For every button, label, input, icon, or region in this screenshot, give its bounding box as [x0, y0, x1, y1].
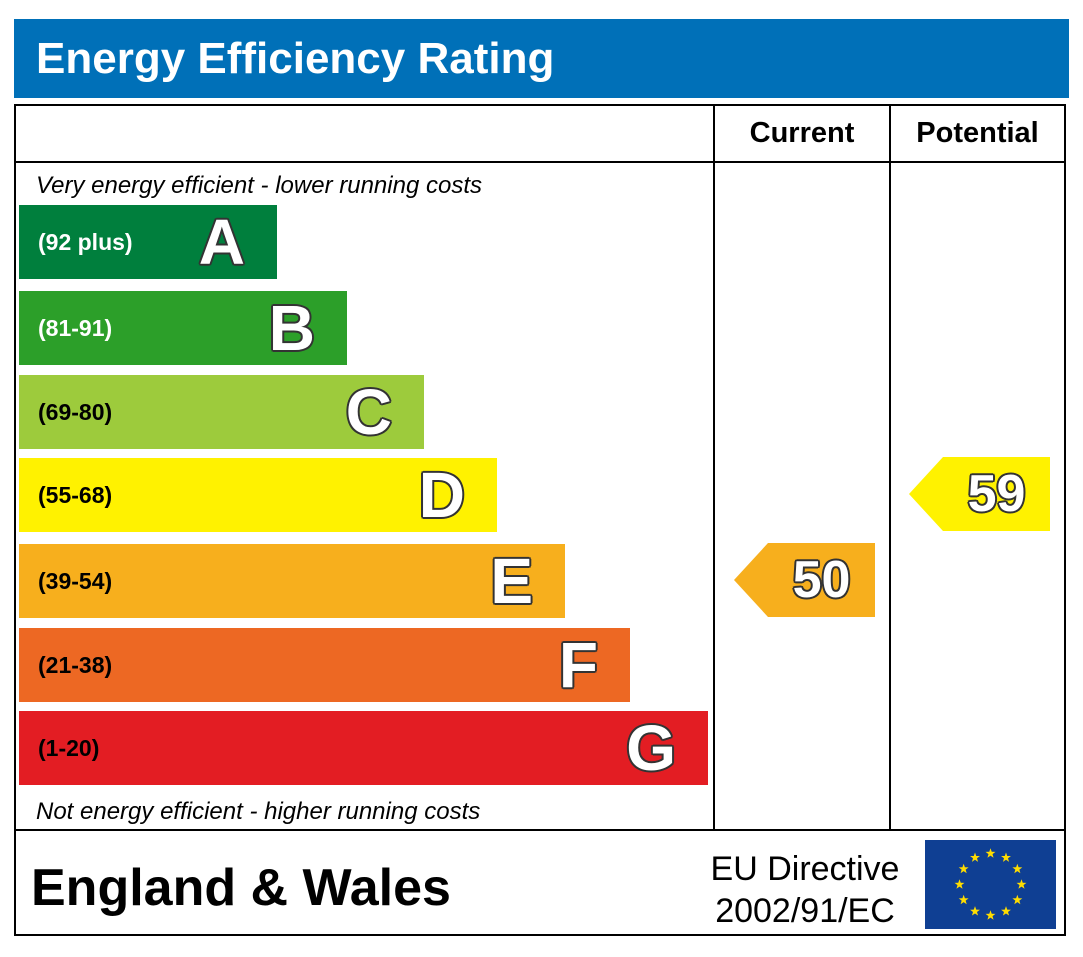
potential-rating-value: 59 [967, 465, 1026, 523]
band-letter: E [490, 545, 533, 617]
star-icon [985, 910, 996, 920]
band-letter: D [418, 459, 465, 531]
band-range-label: (81-91) [38, 315, 113, 341]
efficient-note: Very energy efficient - lower running co… [36, 172, 482, 199]
frame-top [14, 104, 1066, 106]
star-icon [985, 848, 996, 858]
star-icon [958, 863, 969, 874]
band-c: (69-80) C [19, 375, 424, 449]
band-b: (81-91) B [19, 291, 347, 365]
band-g: (1-20) G [19, 711, 708, 785]
potential-rating-arrow [909, 457, 1050, 531]
band-range-label: (69-80) [38, 399, 113, 425]
star-icon [1001, 906, 1011, 916]
potential-column-header: Potential [916, 117, 1039, 149]
directive-line-1: EU Directive [710, 850, 900, 888]
eu-directive: EU Directive 2002/91/EC [695, 848, 915, 932]
band-a: (92 plus) A [19, 205, 277, 279]
header-bar: Energy Efficiency Rating [14, 19, 1069, 98]
star-icon [958, 894, 969, 905]
band-e: (39-54) E [19, 544, 565, 618]
chart-title: Energy Efficiency Rating [36, 34, 555, 83]
band-f: (21-38) F [19, 628, 630, 702]
header-divider [14, 161, 1066, 163]
band-range-label: (21-38) [38, 652, 113, 678]
band-d: (55-68) D [19, 458, 497, 532]
current-column-header: Current [749, 117, 855, 149]
band-range-label: (1-20) [38, 735, 100, 761]
frame-bottom [14, 934, 1066, 936]
star-icon [970, 852, 980, 862]
band-letter: C [345, 376, 392, 448]
country-label: England & Wales [31, 859, 451, 917]
frame-left [14, 104, 16, 936]
inefficient-note: Not energy efficient - higher running co… [36, 798, 481, 825]
star-icon [954, 879, 965, 889]
band-letter: A [198, 206, 245, 278]
band-range-label: (55-68) [38, 482, 113, 508]
star-icon [1001, 852, 1011, 862]
star-icon [1016, 879, 1027, 889]
current-rating-arrow [734, 543, 875, 617]
band-range-label: (92 plus) [38, 229, 133, 255]
band-range-label: (39-54) [38, 568, 113, 594]
eu-flag-icon [925, 840, 1056, 929]
column-divider-current [713, 104, 715, 831]
footer-divider [14, 829, 1066, 831]
directive-line-2: 2002/91/EC [715, 892, 895, 930]
star-icon [970, 906, 980, 916]
band-letter: B [268, 292, 315, 364]
star-icon [1012, 863, 1023, 874]
band-letter: F [558, 629, 598, 701]
band-letter: G [626, 712, 676, 784]
star-icon [1012, 894, 1023, 905]
column-divider-potential [889, 104, 891, 831]
current-rating-value: 50 [792, 551, 851, 609]
frame-right [1064, 104, 1066, 936]
